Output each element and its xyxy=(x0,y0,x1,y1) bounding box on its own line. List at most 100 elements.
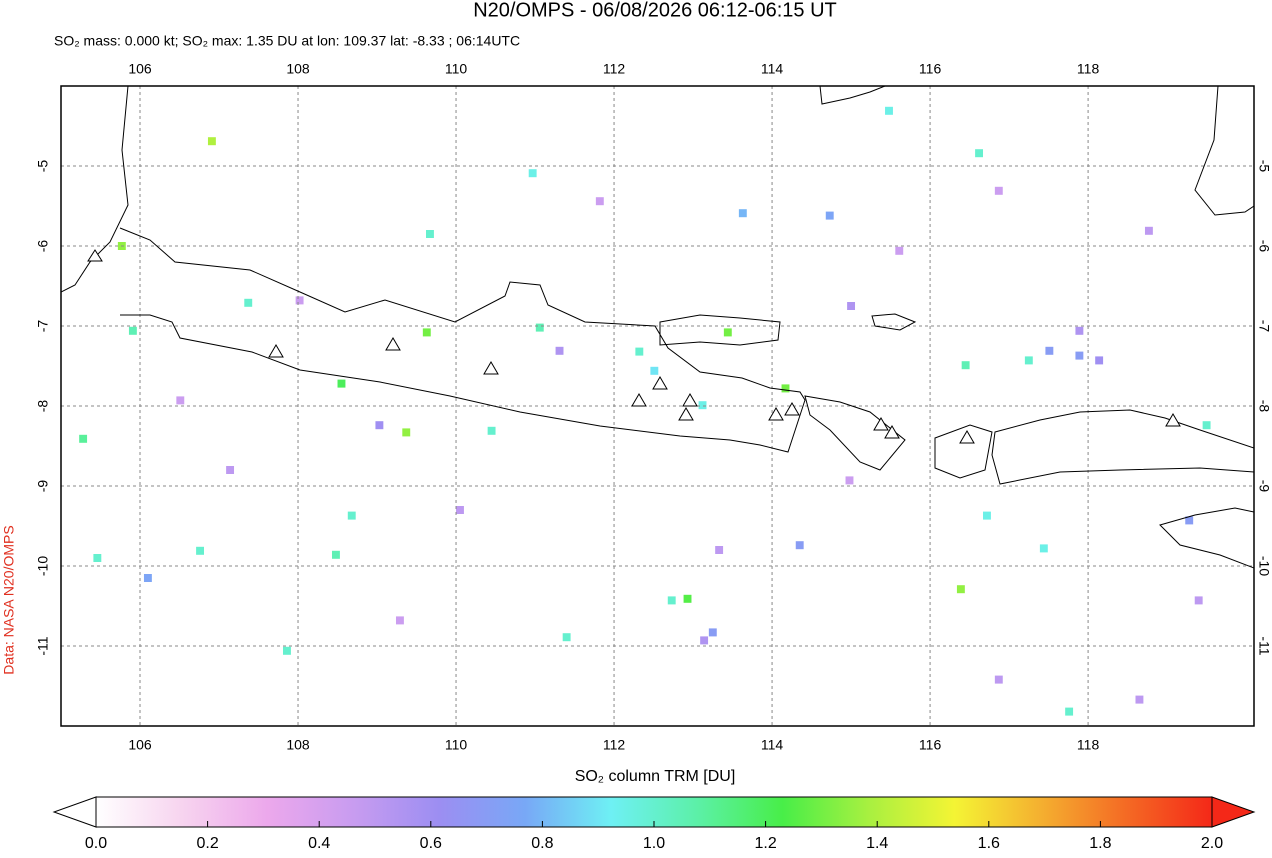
colorbar-tick-label: 1.6 xyxy=(978,835,1000,852)
volcano xyxy=(87,249,103,262)
y-tick-label: -10 xyxy=(35,556,51,576)
so2-pixel xyxy=(79,434,88,443)
so2-pixel xyxy=(128,326,137,335)
so2-pixel xyxy=(528,169,537,178)
volcano xyxy=(959,430,975,444)
y-tick-label: -8 xyxy=(35,400,51,413)
x-tick-label: 114 xyxy=(761,737,784,753)
colorbar-tick-label: 1.0 xyxy=(643,835,665,852)
y-tick-label: -9 xyxy=(35,480,51,493)
colorbar-tick-label: 0.0 xyxy=(85,835,107,852)
so2-pixel xyxy=(1135,695,1144,704)
colorbar-tick-label: 0.2 xyxy=(196,835,218,852)
volcano xyxy=(1165,413,1181,427)
so2-pixel xyxy=(781,384,790,393)
y-tick-label: -10 xyxy=(1256,556,1272,576)
x-tick-label: 106 xyxy=(128,737,152,753)
so2-pixel xyxy=(961,361,970,370)
so2-pixel xyxy=(994,186,1003,195)
x-tick-label: 108 xyxy=(286,737,310,753)
colorbar-tick-label: 1.2 xyxy=(754,835,776,852)
y-tick-label: -7 xyxy=(1256,320,1272,333)
y-tick-label: -6 xyxy=(35,240,51,253)
so2-pixel xyxy=(723,328,732,337)
colorbar-tick-label: 0.4 xyxy=(308,835,330,852)
y-tick-label: -7 xyxy=(35,320,51,333)
coastline xyxy=(1159,507,1254,569)
so2-pixel xyxy=(1194,596,1203,605)
x-tick-label: 112 xyxy=(603,61,626,77)
so2-pixel xyxy=(244,298,253,307)
so2-pixel xyxy=(847,302,856,310)
coastline xyxy=(119,227,806,453)
so2-pixel xyxy=(1144,226,1153,235)
so2-pixel xyxy=(395,616,404,625)
y-tick-label: -8 xyxy=(1256,400,1272,413)
so2-pixel xyxy=(283,646,291,655)
volcano xyxy=(652,376,668,390)
so2-pixel xyxy=(708,628,717,637)
coastline xyxy=(61,86,129,293)
volcano xyxy=(268,344,284,358)
x-tick-label: 114 xyxy=(761,61,784,77)
so2-pixel xyxy=(1075,351,1084,360)
so2-pixel xyxy=(347,511,356,520)
so2-pixel xyxy=(983,511,991,520)
volcano xyxy=(631,393,647,407)
so2-pixel xyxy=(795,541,804,550)
so2-pixel xyxy=(635,347,644,356)
y-tick-label: -9 xyxy=(1256,480,1272,493)
y-tick-label: -5 xyxy=(1256,160,1272,173)
colorbar-tick-label: 0.6 xyxy=(420,835,442,852)
y-tick-label: -5 xyxy=(35,160,51,173)
coastline xyxy=(871,313,917,331)
so2-pixel xyxy=(994,675,1003,684)
so2-pixel xyxy=(845,476,854,485)
volcano xyxy=(873,417,889,431)
so2-pixel xyxy=(1065,707,1074,716)
so2-pixel xyxy=(1075,326,1084,335)
colorbar-label: SO₂ column TRM [DU] xyxy=(575,768,736,785)
so2-pixel xyxy=(1045,346,1054,355)
volcano xyxy=(483,361,499,375)
so2-pixel xyxy=(226,466,235,474)
y-tick-label: -11 xyxy=(35,636,51,655)
grid: 106 106 108 108 110 110 112 112 114 114 116 116 118 1… xyxy=(35,61,1272,753)
x-tick-label: 106 xyxy=(128,61,152,77)
so2-pixel xyxy=(1095,356,1104,365)
so2-pixel xyxy=(402,428,411,437)
coastlines xyxy=(61,86,1254,569)
x-tick-label: 108 xyxy=(286,61,310,77)
so2-pixel xyxy=(562,633,571,642)
colorbar-tick-label: 0.8 xyxy=(531,835,553,852)
so2-pixel xyxy=(956,585,965,594)
so2-pixel xyxy=(456,506,464,514)
x-tick-label: 110 xyxy=(445,737,468,753)
volcano xyxy=(682,393,698,407)
x-tick-label: 116 xyxy=(919,61,942,77)
volcano xyxy=(784,402,800,416)
so2-pixel xyxy=(1024,356,1033,365)
y-tick-label: -11 xyxy=(1256,636,1272,655)
coastline xyxy=(804,395,906,471)
colorbar-tick-label: 1.4 xyxy=(866,835,888,852)
so2-pixel xyxy=(1039,544,1048,553)
map-frame xyxy=(60,85,1255,727)
colorbar-tick-label: 1.8 xyxy=(1089,835,1111,852)
y-tick-label: -6 xyxy=(1256,240,1272,253)
colorbar-low-arrow xyxy=(52,796,97,828)
so2-pixel xyxy=(715,546,724,554)
so2-pixel xyxy=(93,554,102,562)
x-tick-label: 118 xyxy=(1077,737,1100,753)
so2-pixel xyxy=(1202,421,1211,430)
subtitle: SO₂ mass: 0.000 kt; SO₂ max: 1.35 DU at … xyxy=(54,33,520,49)
credit: Data: NASA N20/OMPS xyxy=(1,525,17,674)
so2-pixel xyxy=(667,596,676,605)
x-tick-label: 110 xyxy=(445,61,468,77)
colorbar-tick-label: 2.0 xyxy=(1201,835,1223,852)
so2-pixel xyxy=(698,401,707,410)
so2-pixel xyxy=(143,574,152,582)
so2-pixel xyxy=(375,421,384,430)
coastline xyxy=(819,86,886,105)
